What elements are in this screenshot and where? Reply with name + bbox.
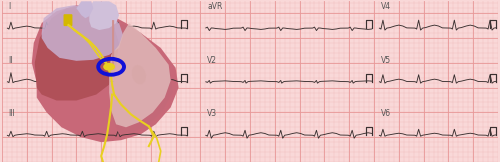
Text: V2: V2 <box>208 56 218 65</box>
Text: V3: V3 <box>208 109 218 118</box>
Polygon shape <box>32 5 178 142</box>
Text: V5: V5 <box>381 56 391 65</box>
Polygon shape <box>109 23 170 127</box>
Polygon shape <box>42 5 123 61</box>
Polygon shape <box>34 5 119 100</box>
FancyBboxPatch shape <box>64 14 72 26</box>
Polygon shape <box>113 23 172 134</box>
Text: III: III <box>8 109 14 118</box>
Ellipse shape <box>103 63 115 71</box>
Text: I: I <box>8 2 10 11</box>
Text: V6: V6 <box>381 109 391 118</box>
Polygon shape <box>90 1 119 30</box>
Text: II: II <box>8 56 12 65</box>
Ellipse shape <box>132 65 146 84</box>
Text: V4: V4 <box>381 2 391 11</box>
Polygon shape <box>76 1 94 18</box>
Text: aVR: aVR <box>208 2 222 11</box>
